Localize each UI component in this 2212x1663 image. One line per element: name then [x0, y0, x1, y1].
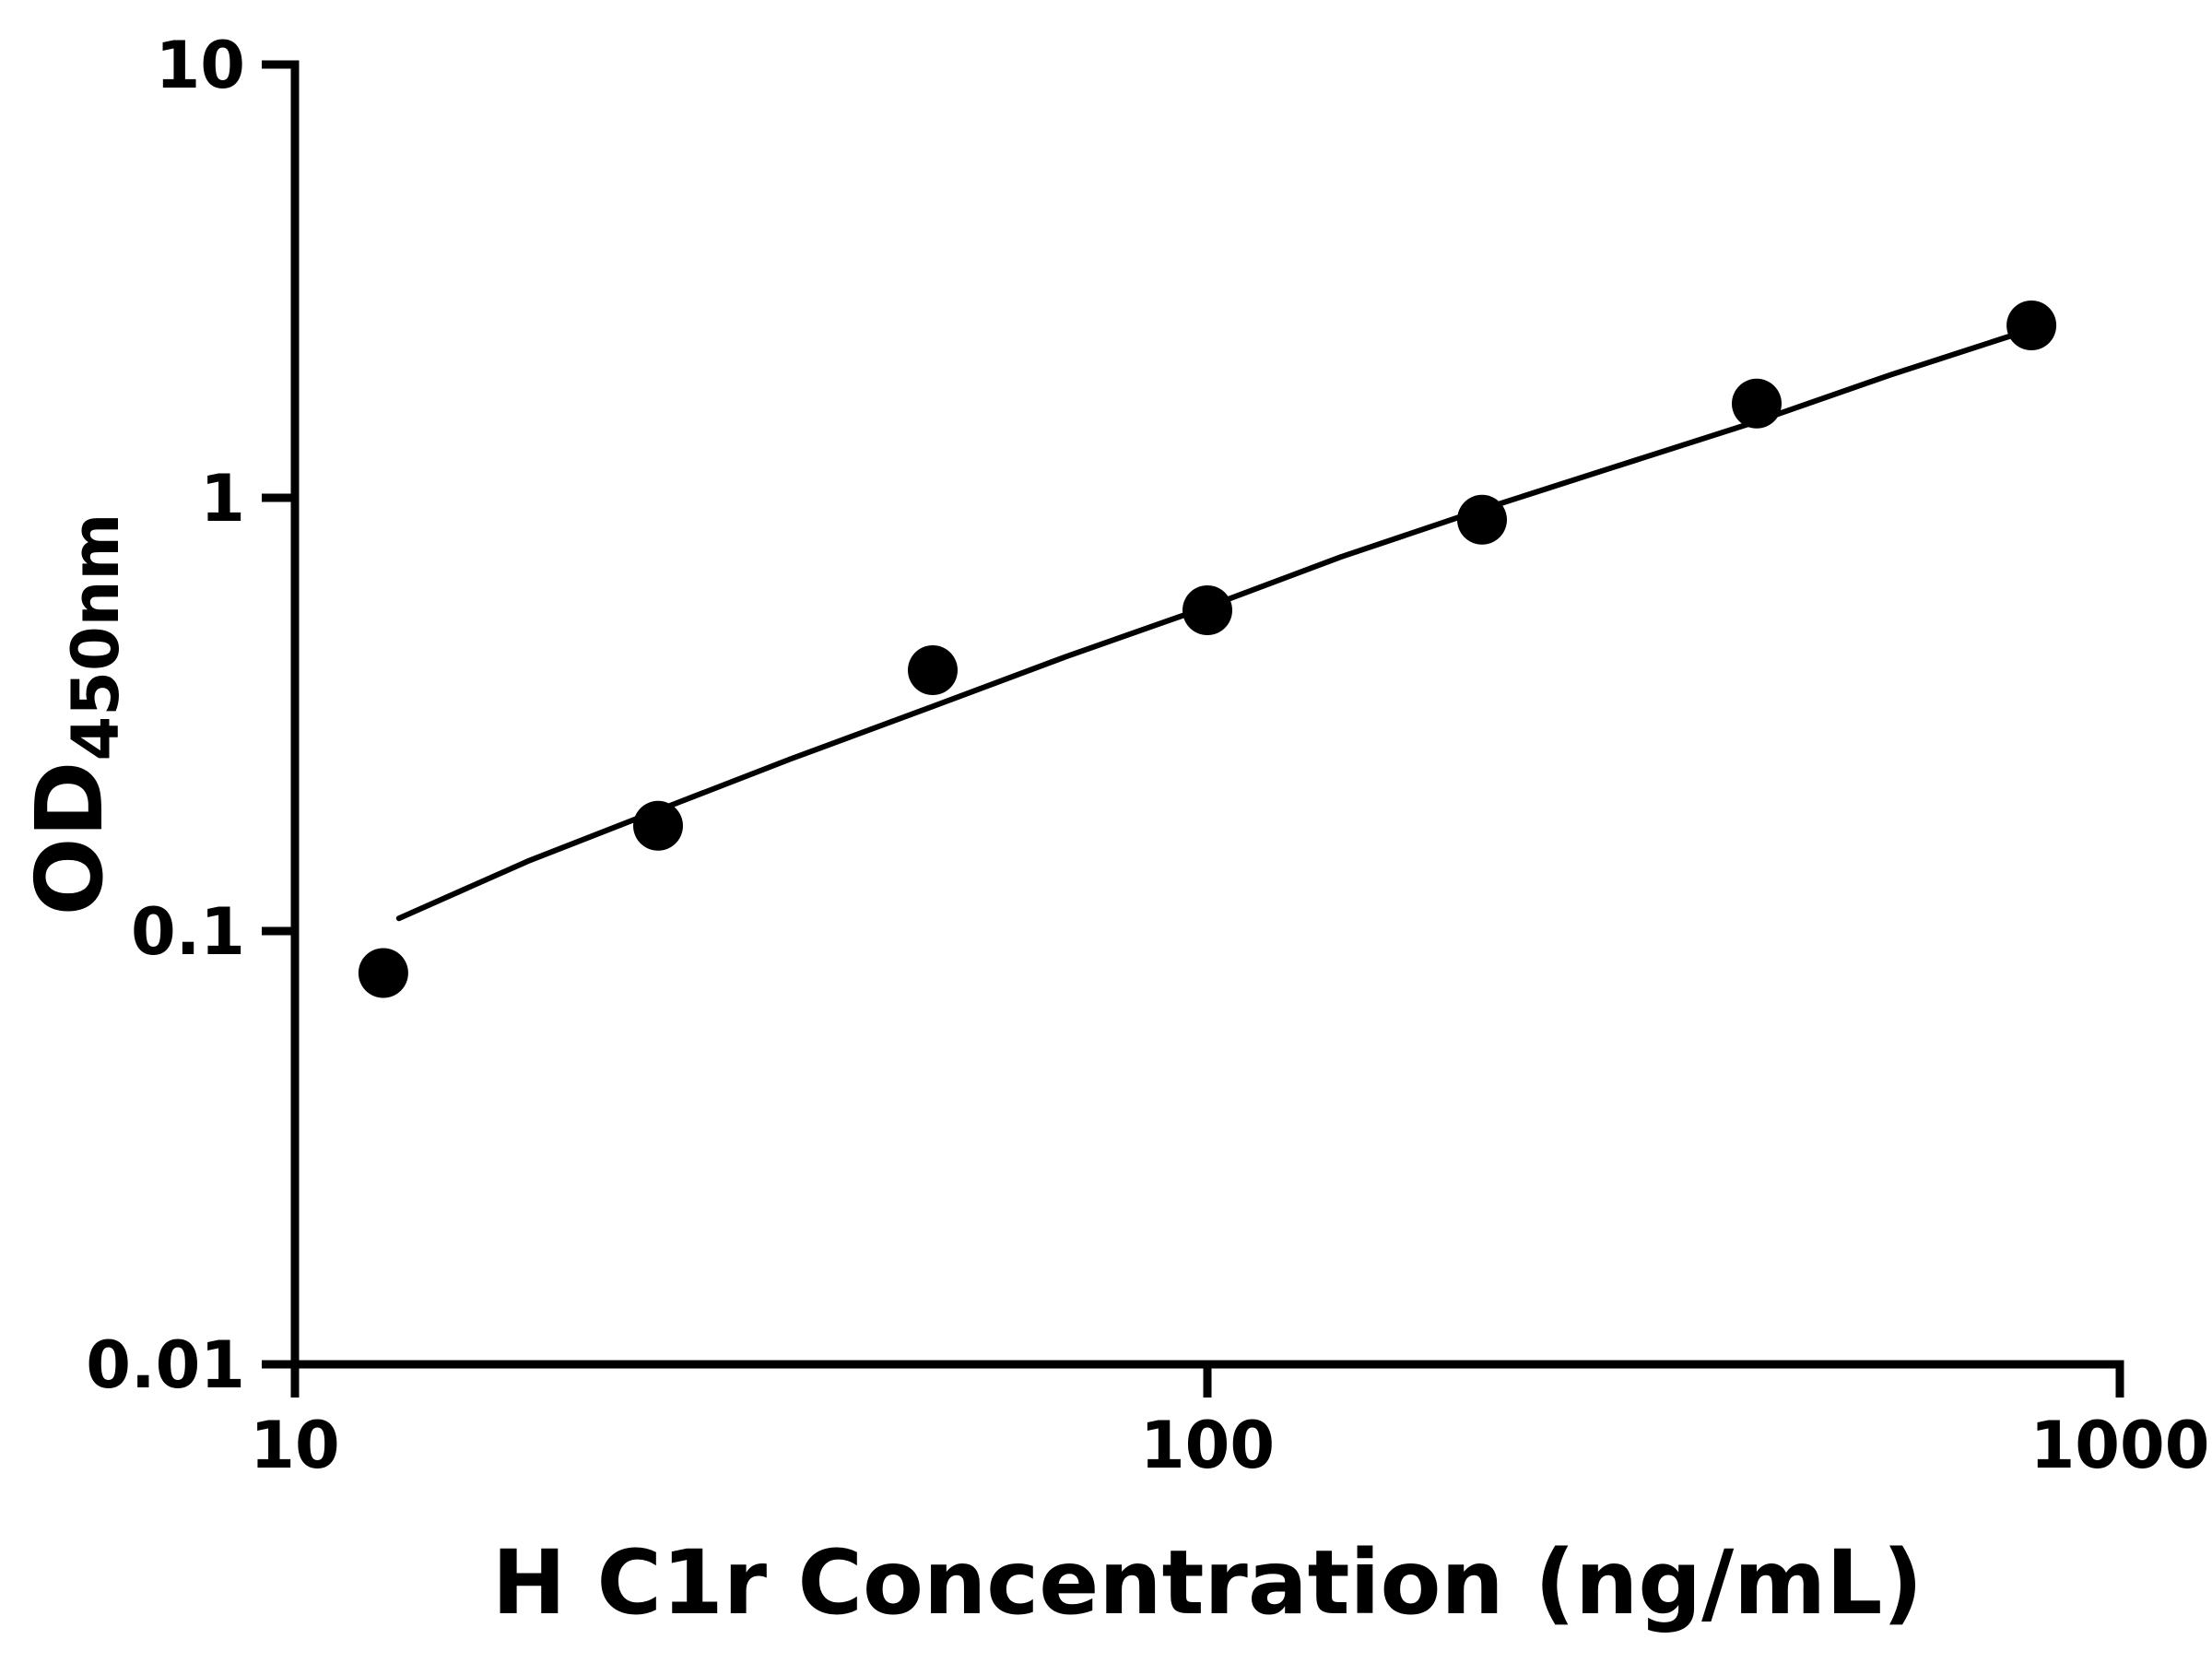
x-axis-tick-label: 10	[250, 1408, 339, 1483]
axis-spines	[290, 60, 2124, 1369]
data-point-marker	[908, 645, 958, 695]
y-axis-title: OD450nm	[16, 513, 134, 916]
y-axis-tick-label: 0.01	[86, 1327, 245, 1403]
data-point-marker	[2006, 301, 2057, 350]
data-point-marker	[1182, 585, 1232, 635]
x-axis-tick-label: 1000	[2030, 1408, 2210, 1483]
x-axis-tick-label: 100	[1140, 1408, 1275, 1483]
y-axis-title-main: OD	[16, 761, 124, 915]
y-axis-tick-label: 0.1	[131, 894, 245, 970]
y-axis-tick-label: 10	[156, 28, 245, 103]
data-point-marker	[358, 948, 408, 998]
y-axis-title-subscript: 450nm	[58, 513, 134, 761]
data-point-marker	[1732, 378, 1782, 429]
x-axis-title: H C1r Concentration (ng/mL)	[492, 1531, 1924, 1634]
data-point-marker	[1457, 494, 1507, 545]
y-axis-tick-label: 1	[200, 461, 245, 537]
data-point-marker	[633, 800, 683, 851]
